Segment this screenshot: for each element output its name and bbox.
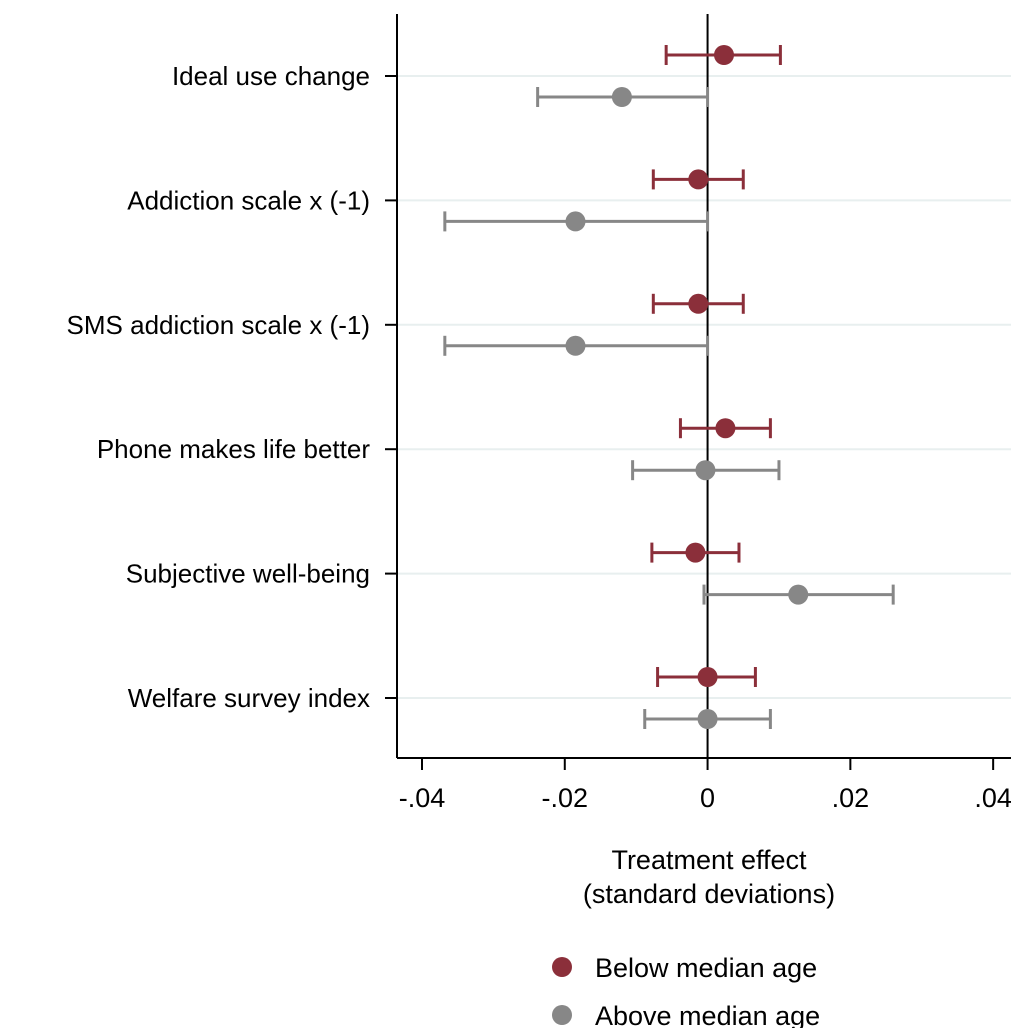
point-estimate xyxy=(697,667,718,687)
x-tick-label: -.04 xyxy=(399,783,446,813)
x-tick-labels: -.04 -.02 0 .02 .04 xyxy=(399,758,1011,813)
x-tick-label: .04 xyxy=(974,783,1011,813)
legend-marker xyxy=(552,957,572,977)
plot-marks xyxy=(443,45,895,729)
point-estimate xyxy=(688,169,709,190)
point-estimate xyxy=(697,709,718,729)
point-estimate xyxy=(713,45,734,65)
point-estimate xyxy=(685,542,706,563)
category-label: Phone makes life better xyxy=(97,434,370,464)
point-estimate xyxy=(715,418,736,439)
grid-layer xyxy=(397,75,1011,699)
x-tick-label: .02 xyxy=(832,783,870,813)
point-estimate xyxy=(611,87,632,107)
category-label: Subjective well-being xyxy=(126,559,370,589)
category-labels: Ideal use change Addiction scale x (-1) SM… xyxy=(67,61,397,713)
point-estimate xyxy=(688,293,709,314)
x-tick-label: 0 xyxy=(700,783,715,813)
x-axis-title-line-2: (standard deviations) xyxy=(583,879,835,909)
x-tick-label: -.02 xyxy=(542,783,589,813)
point-estimate xyxy=(565,335,586,356)
point-estimate xyxy=(695,460,716,481)
category-label: Addiction scale x (-1) xyxy=(127,185,370,215)
legend-label: Above median age xyxy=(595,1001,820,1028)
legend: Below median age Above median age xyxy=(552,953,820,1028)
category-label: SMS addiction scale x (-1) xyxy=(67,310,370,340)
legend-label: Below median age xyxy=(595,953,817,983)
category-label: Ideal use change xyxy=(172,61,370,91)
point-estimate xyxy=(565,211,586,232)
x-axis-title-line-1: Treatment effect xyxy=(611,845,807,875)
point-estimate xyxy=(788,584,809,605)
category-label: Welfare survey index xyxy=(128,683,370,713)
legend-marker xyxy=(552,1005,572,1025)
